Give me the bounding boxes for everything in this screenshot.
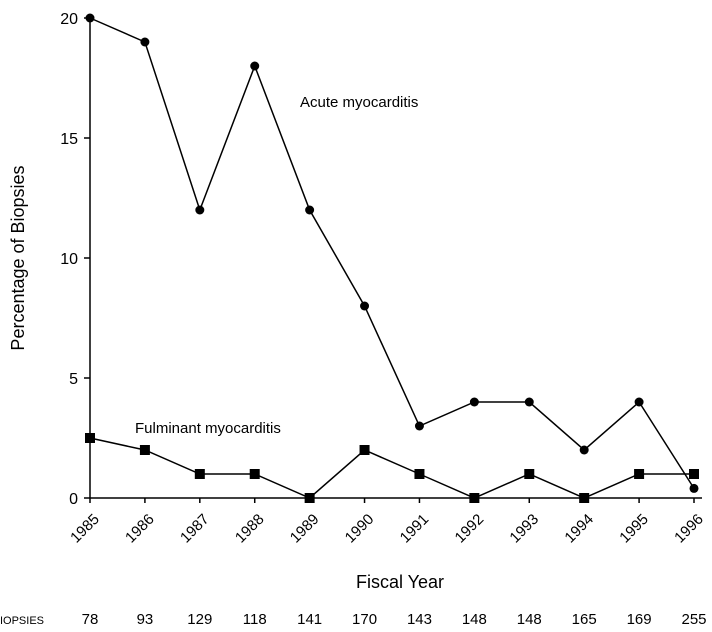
x-tick-label: 1993 [506, 511, 542, 547]
biopsy-count: 148 [462, 611, 487, 628]
y-axis-label: Percentage of Biopsies [8, 165, 28, 350]
data-point [524, 469, 535, 479]
biopsy-count: 78 [82, 611, 99, 628]
data-point [85, 13, 95, 23]
data-point [689, 469, 699, 479]
data-point [195, 205, 205, 215]
x-tick-label: 1987 [177, 511, 213, 547]
x-tick-label: 1996 [671, 511, 707, 547]
y-tick-label: 10 [60, 251, 78, 268]
data-point [414, 421, 424, 431]
series-line [89, 437, 694, 499]
series-annotation: Fulminant myocarditis [135, 420, 281, 437]
x-tick-label: 1992 [452, 511, 488, 547]
data-point [359, 445, 370, 455]
y-tick-label: 0 [69, 491, 78, 508]
biopsy-count: 129 [187, 611, 212, 628]
biopsy-count: 255 [681, 611, 706, 628]
data-point [469, 397, 479, 407]
y-tick-label: 20 [60, 11, 78, 28]
data-point [414, 469, 425, 479]
x-tick-label: 1991 [397, 511, 433, 547]
series-annotation: Acute myocarditis [300, 94, 418, 111]
x-tick-label: 1986 [122, 511, 158, 547]
counts-row-label: NO. OF BIOPSIES [0, 615, 44, 627]
data-point [85, 433, 95, 443]
y-tick-label: 5 [69, 371, 78, 388]
data-point [579, 493, 590, 503]
data-point [249, 469, 260, 479]
x-tick-label: 1985 [67, 511, 103, 547]
data-point [524, 397, 534, 407]
x-tick-label: 1995 [616, 511, 652, 547]
biopsy-count: 118 [243, 611, 267, 628]
biopsy-count: 148 [517, 611, 542, 628]
series-line [89, 17, 695, 489]
x-tick-label: 1988 [232, 511, 268, 547]
x-tick-label: 1990 [342, 511, 378, 547]
data-point [579, 445, 589, 455]
data-point [140, 37, 150, 47]
biopsy-count: 93 [137, 611, 154, 628]
data-point [139, 445, 150, 455]
x-axis-label: Fiscal Year [356, 572, 444, 592]
data-point [250, 61, 260, 71]
biopsy-count: 143 [407, 611, 432, 628]
y-tick-label: 15 [60, 131, 78, 148]
biopsy-count: 165 [572, 611, 597, 628]
data-point [304, 493, 315, 503]
x-tick-label: 1989 [287, 511, 323, 547]
x-tick-label: 1994 [561, 511, 597, 547]
data-point [194, 469, 205, 479]
data-point [360, 301, 370, 311]
biopsy-count: 141 [297, 611, 322, 628]
data-point [634, 397, 644, 407]
biopsy-count: 170 [352, 611, 377, 628]
data-point [689, 483, 699, 493]
data-point [305, 205, 315, 215]
biopsy-count: 169 [627, 611, 652, 628]
data-point [469, 493, 480, 503]
data-point [634, 469, 645, 479]
